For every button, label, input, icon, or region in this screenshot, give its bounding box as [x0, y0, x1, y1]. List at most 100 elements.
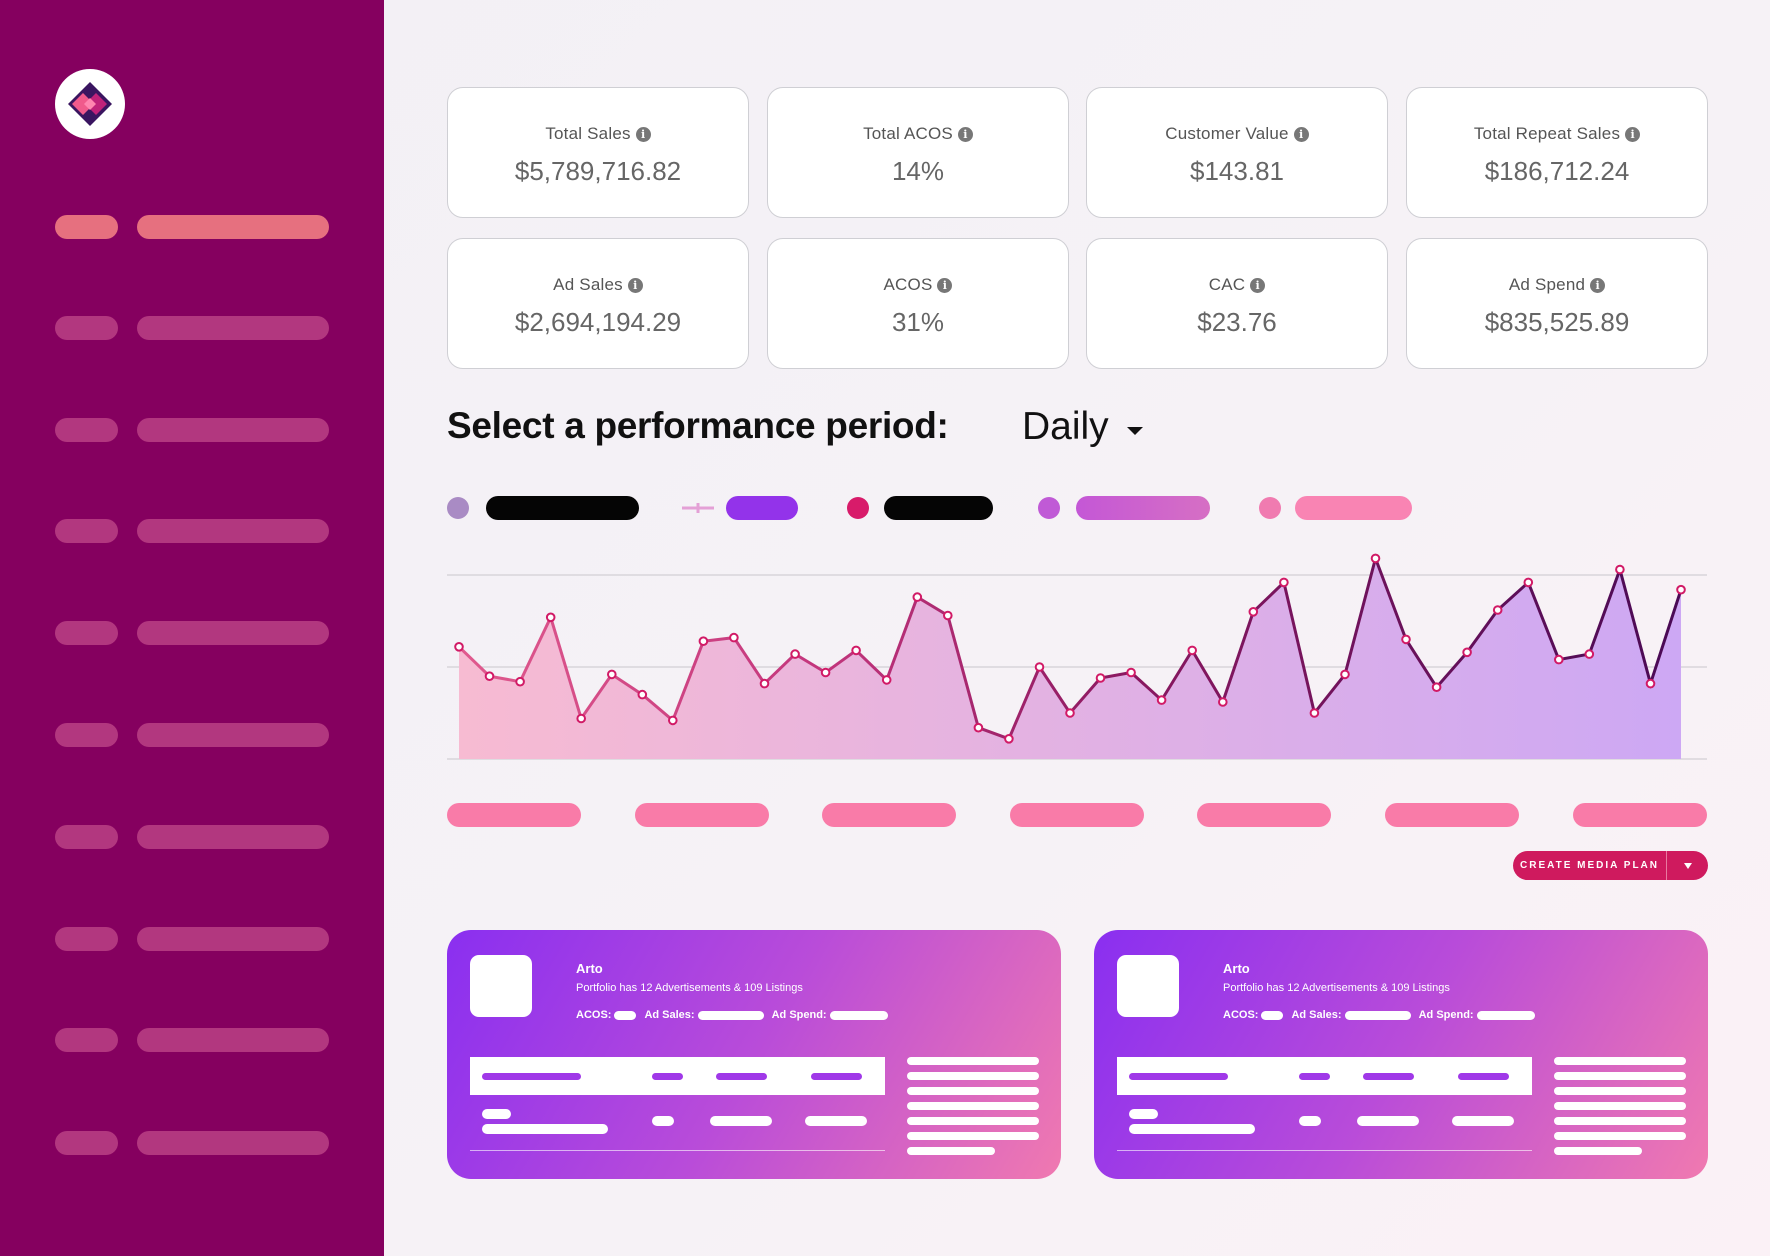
x-tick-placeholder — [1010, 803, 1144, 827]
sidebar-item[interactable] — [55, 723, 329, 747]
sidebar-item[interactable] — [55, 215, 329, 239]
chart-point[interactable] — [1676, 584, 1686, 595]
sidebar-item[interactable] — [55, 519, 329, 543]
portfolio-card[interactable]: Arto Portfolio has 12 Advertisements & 1… — [1094, 930, 1708, 1179]
sidebar-item[interactable] — [55, 927, 329, 951]
chart-point[interactable] — [1554, 654, 1564, 665]
caret-down-icon — [1126, 427, 1143, 435]
chart-point[interactable] — [759, 678, 770, 689]
kpi-value: 31% — [891, 307, 945, 337]
sidebar-item-label-placeholder — [137, 418, 329, 442]
info-icon[interactable]: i — [635, 126, 651, 142]
info-icon[interactable]: i — [1293, 126, 1309, 142]
chart-point[interactable] — [912, 592, 923, 602]
chart-point[interactable] — [637, 689, 648, 700]
portfolio-name: Arto — [576, 961, 603, 976]
chart-point[interactable] — [698, 636, 709, 646]
chart-point[interactable] — [943, 610, 953, 621]
chart-point[interactable] — [1156, 695, 1167, 705]
sidebar-item[interactable] — [55, 1131, 329, 1155]
legend-label-placeholder[interactable] — [1295, 496, 1412, 520]
chart-point[interactable] — [1431, 682, 1442, 692]
chart-point[interactable] — [1034, 662, 1045, 672]
chart-point[interactable] — [454, 642, 464, 652]
sidebar-item-icon-placeholder — [55, 1131, 118, 1155]
legend-label-placeholder[interactable] — [884, 496, 993, 520]
sidebar-item[interactable] — [55, 316, 329, 340]
sidebar-item[interactable] — [55, 1028, 329, 1052]
chart-point[interactable] — [576, 713, 586, 724]
chart-point[interactable] — [881, 675, 892, 685]
chart-point[interactable] — [851, 645, 861, 656]
sidebar-item[interactable] — [55, 621, 329, 645]
chart-point[interactable] — [790, 649, 800, 659]
create-media-plan-label: CREATE MEDIA PLAN — [1520, 860, 1659, 871]
portfolio-name: Arto — [1223, 961, 1250, 976]
kpi-card-ad-spend: Ad Spend i $835,525.89 — [1406, 238, 1708, 369]
chart-point[interactable] — [1248, 607, 1259, 617]
value-placeholder — [1344, 1010, 1411, 1020]
info-icon[interactable]: i — [1250, 277, 1266, 293]
chart-point[interactable] — [1492, 605, 1503, 615]
sidebar-item[interactable] — [55, 418, 329, 442]
logo[interactable] — [55, 69, 125, 139]
info-icon[interactable]: i — [957, 126, 973, 142]
info-icon[interactable]: i — [1590, 277, 1606, 293]
table-cell-placeholder — [1452, 1116, 1514, 1126]
chart-point[interactable] — [1004, 734, 1014, 744]
sidebar-item-label-placeholder — [137, 723, 329, 747]
chart-point[interactable] — [668, 715, 678, 726]
chart-point[interactable] — [1065, 708, 1075, 718]
table-cell-placeholder — [1129, 1109, 1158, 1119]
table-cell-placeholder — [1357, 1116, 1419, 1126]
legend-dot — [847, 497, 869, 519]
chart-point[interactable] — [1340, 669, 1350, 680]
sidebar-item-icon-placeholder — [55, 723, 118, 747]
x-tick-placeholder — [447, 803, 581, 827]
chart-point[interactable] — [1523, 577, 1534, 588]
chart-point[interactable] — [1584, 649, 1595, 659]
chart-point[interactable] — [1187, 645, 1198, 656]
chart-point[interactable] — [820, 667, 831, 678]
period-title: Select a performance period: — [447, 405, 949, 446]
chart-point[interactable] — [1401, 634, 1411, 645]
info-icon[interactable]: i — [1625, 126, 1641, 142]
chart-point[interactable] — [545, 612, 556, 623]
chart-point[interactable] — [1462, 647, 1472, 658]
kpi-value: $835,525.89 — [1484, 307, 1630, 337]
table-cell-placeholder — [710, 1116, 772, 1126]
value-placeholder — [829, 1010, 888, 1020]
value-placeholder — [697, 1010, 764, 1020]
sidebar-item-label-placeholder — [137, 1028, 329, 1052]
chart-point[interactable] — [1615, 564, 1625, 575]
chart-point[interactable] — [1309, 708, 1320, 718]
chart-point[interactable] — [484, 671, 495, 681]
info-icon[interactable]: i — [937, 277, 953, 293]
period-dropdown[interactable]: Daily — [1022, 405, 1143, 449]
sidebar-item-icon-placeholder — [55, 621, 118, 645]
kpi-card-ad-sales: Ad Sales i $2,694,194.29 — [447, 238, 749, 369]
kpi-value: $23.76 — [1197, 307, 1277, 337]
kpi-value: $143.81 — [1190, 156, 1284, 186]
chart-point[interactable] — [729, 632, 739, 643]
create-media-plan-button[interactable]: CREATE MEDIA PLAN — [1513, 851, 1708, 880]
portfolio-card[interactable]: Arto Portfolio has 12 Advertisements & 1… — [447, 930, 1061, 1179]
chart-point[interactable] — [1218, 697, 1228, 707]
chevron-down-icon[interactable] — [1667, 862, 1708, 869]
ad-spend-label: Ad Spend: — [771, 1009, 827, 1021]
chart-point[interactable] — [1095, 673, 1106, 683]
chart-point[interactable] — [607, 669, 617, 680]
chart-point[interactable] — [1645, 678, 1656, 689]
chart-point[interactable] — [515, 676, 525, 687]
legend-label-placeholder[interactable] — [726, 496, 798, 520]
chart-point[interactable] — [1370, 553, 1381, 564]
ad-sales-label: Ad Sales: — [644, 1009, 695, 1021]
sidebar-item[interactable] — [55, 825, 329, 849]
chart-point[interactable] — [1279, 577, 1289, 588]
legend-dot — [447, 497, 469, 519]
legend-label-placeholder[interactable] — [1076, 496, 1210, 520]
info-icon[interactable]: i — [627, 277, 643, 293]
chart-point[interactable] — [973, 722, 984, 733]
chart-point[interactable] — [1126, 667, 1136, 678]
legend-label-placeholder[interactable] — [486, 496, 639, 520]
